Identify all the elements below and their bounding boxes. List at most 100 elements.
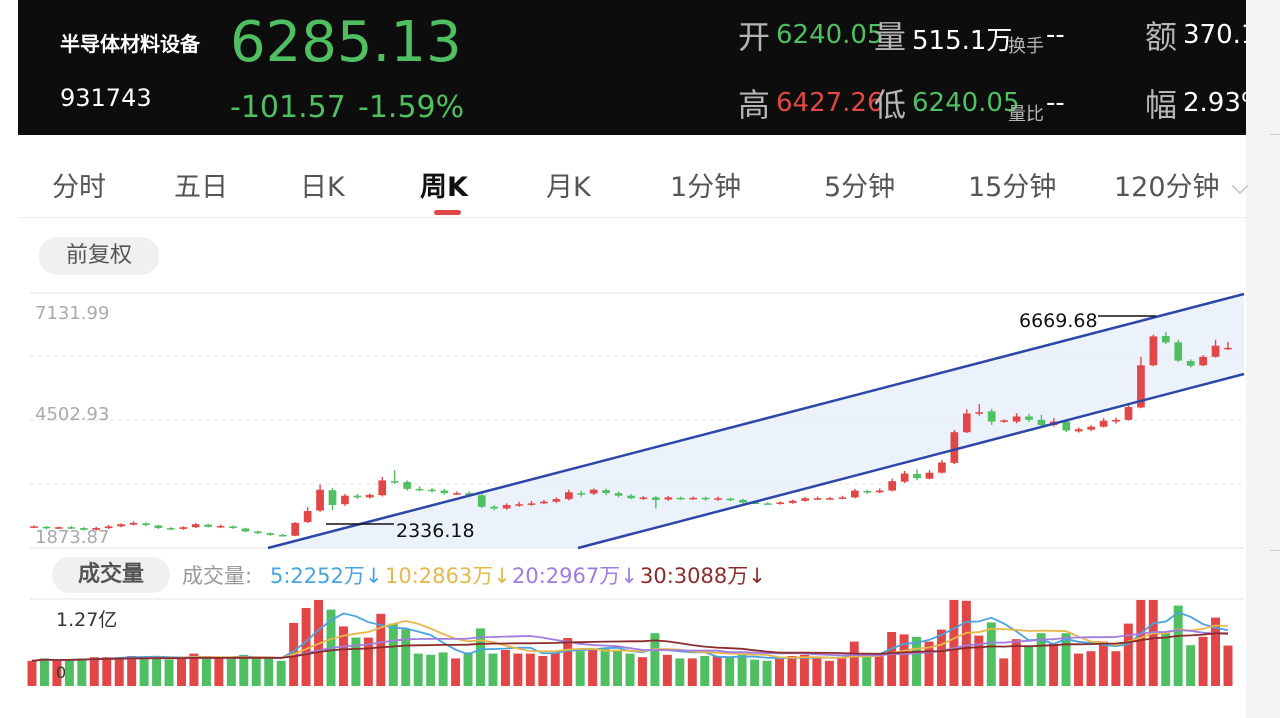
candle-body	[913, 473, 921, 479]
candle-body	[216, 525, 225, 528]
low-marker-label: 2336.18	[396, 520, 475, 542]
open-value: 6240.05	[776, 20, 884, 50]
volume-bar	[1211, 617, 1221, 686]
candle-body	[502, 505, 511, 509]
candle-body	[229, 526, 237, 529]
vol-ratio-label: 量比	[1008, 104, 1044, 125]
volume-bar	[39, 658, 49, 686]
candle-body	[950, 432, 959, 463]
volume-bar	[750, 659, 760, 686]
volume-bar	[338, 626, 348, 686]
amplitude-value: 2.93%	[1183, 88, 1246, 118]
vol-ratio-value: --	[1046, 88, 1065, 118]
volume-bar	[824, 660, 834, 686]
low-value: 6240.05	[912, 88, 1020, 118]
candle-body	[1199, 356, 1207, 366]
volume-ma20-value: 20:2967万	[512, 564, 621, 588]
tab-15min[interactable]: 15分钟	[968, 172, 1057, 203]
candle-body	[515, 504, 523, 506]
candle-body	[900, 473, 909, 482]
volume-bar	[64, 659, 74, 686]
volume-bar	[1123, 623, 1133, 686]
turnover-label: 换手	[1008, 36, 1044, 57]
candle-body	[328, 490, 337, 506]
candle-body	[776, 502, 785, 505]
amount-label: 额	[1145, 18, 1178, 56]
candle-body	[851, 490, 859, 498]
volume-bar	[488, 653, 498, 686]
volume-bar	[401, 629, 411, 686]
tab-weekly-k[interactable]: 周K	[420, 172, 468, 203]
volume-bar	[139, 657, 149, 686]
volume-axis-zero: 0	[56, 663, 66, 682]
volume-bar	[476, 628, 485, 686]
tab-5min[interactable]: 5分钟	[824, 172, 896, 203]
candle-body	[664, 497, 673, 500]
volume-bar	[874, 654, 884, 686]
volume-bar	[127, 656, 137, 686]
candlestick-series	[30, 331, 1232, 537]
tab-monthly-k[interactable]: 月K	[546, 172, 591, 203]
volume-bar	[351, 637, 361, 686]
volume-bar	[912, 636, 922, 686]
low-label: 低	[874, 86, 907, 124]
volume-indicator-button[interactable]: 成交量	[52, 557, 170, 593]
volume-bar	[675, 658, 685, 686]
turnover-value: --	[1046, 20, 1065, 50]
volume-bar	[1161, 633, 1171, 686]
candle-body	[1211, 345, 1220, 357]
candle-body	[875, 490, 884, 493]
candle-body	[1074, 429, 1083, 432]
candle-body	[938, 462, 946, 473]
tab-five-day[interactable]: 五日	[174, 172, 228, 203]
volume-bar	[201, 657, 211, 686]
tab-daily-k[interactable]: 日K	[300, 172, 345, 203]
candle-body	[1149, 336, 1158, 366]
candle-body	[1161, 335, 1170, 343]
quote-header: 半导体材料设备 931743 6285.13 -101.57 -1.59% 开 …	[18, 0, 1246, 135]
volume-bar	[513, 653, 523, 686]
candle-body	[1087, 426, 1096, 430]
candle-body	[266, 533, 275, 535]
candle-body	[627, 495, 635, 499]
candle-body	[179, 527, 188, 529]
candle-body	[254, 531, 262, 534]
volume-bar	[451, 658, 461, 686]
volume-bar	[1198, 636, 1208, 686]
candle-body	[888, 481, 897, 491]
volume-ma30-value: 30:3088万	[640, 564, 749, 588]
tab-1min[interactable]: 1分钟	[670, 172, 742, 203]
price-adjust-button[interactable]: 前复权	[39, 237, 159, 275]
volume-bar	[251, 658, 261, 686]
volume-bar	[837, 658, 847, 686]
volume-bars	[27, 600, 1233, 686]
candle-body	[801, 498, 809, 501]
volume-bar	[887, 632, 897, 686]
volume-bar	[376, 613, 386, 686]
candle-body	[1137, 365, 1145, 408]
volume-bar	[102, 657, 112, 686]
candle-body	[726, 498, 735, 501]
candle-body	[564, 492, 573, 500]
volume-bar	[388, 623, 398, 686]
volume-bar	[438, 652, 448, 686]
tab-120min[interactable]: 120分钟	[1114, 172, 1220, 203]
volume-bar	[650, 633, 660, 686]
candle-body	[714, 498, 722, 500]
candle-body	[925, 472, 934, 479]
candle-body	[453, 493, 461, 495]
volume-ma-line	[31, 632, 1229, 662]
volume-bar	[1136, 600, 1146, 686]
volume-ma10-value: 10:2863万	[385, 564, 494, 588]
candle-body	[739, 499, 747, 503]
volume-bar	[550, 652, 560, 686]
volume-bar	[700, 656, 710, 686]
volume-bar	[862, 656, 872, 686]
volume-bar	[1148, 600, 1158, 686]
volume-ma5-value: 5:2252万	[270, 564, 365, 588]
tab-intraday[interactable]: 分时	[52, 172, 106, 203]
index-name: 半导体材料设备	[60, 32, 200, 56]
volume-bar	[949, 600, 959, 686]
side-divider	[1270, 550, 1280, 551]
candle-body	[341, 495, 349, 505]
